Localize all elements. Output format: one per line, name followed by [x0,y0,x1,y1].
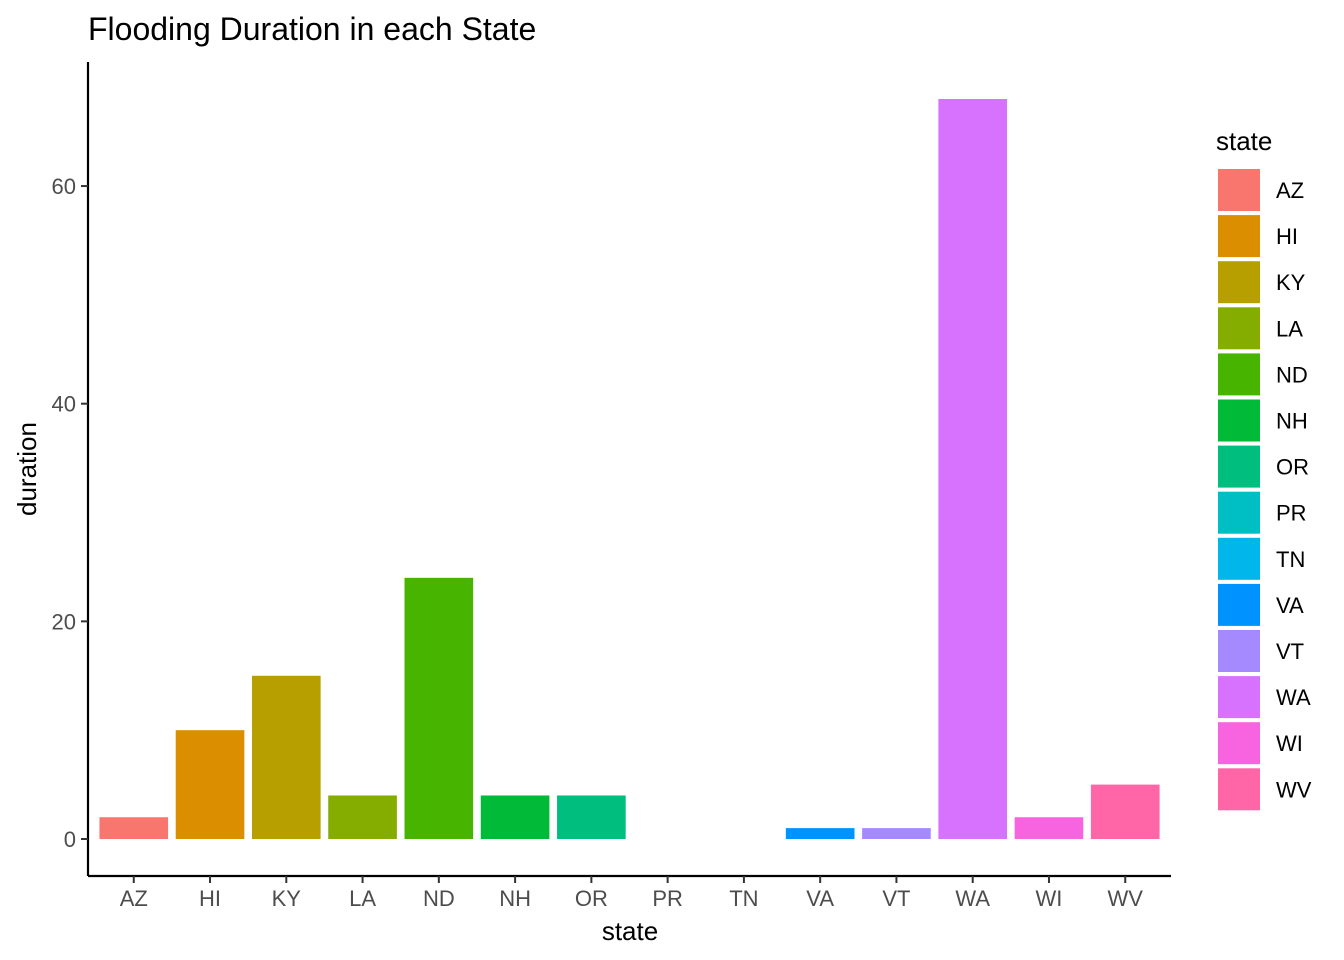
legend-key-vt [1218,630,1260,672]
legend-label: LA [1276,316,1303,341]
legend-label: PR [1276,501,1307,526]
legend-key-or [1218,445,1260,488]
legend-key-az [1218,169,1260,211]
y-tick-label: 0 [64,827,76,852]
legend-key-hi [1218,215,1260,258]
x-tick-label: VT [882,886,910,911]
x-tick-label: NH [499,886,531,911]
bar-hi [175,730,245,839]
legend-label: NH [1276,409,1308,434]
legend-key-pr [1218,491,1260,534]
legend-key-ky [1218,261,1260,304]
bar-la [328,795,397,839]
legend-label: TN [1276,547,1305,572]
legend-key-wv [1218,768,1260,811]
y-axis-label: duration [12,422,42,516]
legend-key-nh [1218,399,1260,442]
x-tick-label: WV [1108,886,1144,911]
legend-label: VA [1276,593,1304,618]
x-tick-label: PR [652,886,683,911]
legend-title: state [1216,126,1272,156]
legend-label: HI [1276,224,1298,249]
x-tick-label: WI [1036,886,1063,911]
x-tick-label: VA [806,886,834,911]
legend-key-la [1218,307,1260,350]
legend-label: ND [1276,362,1308,387]
y-tick-label: 40 [52,392,76,417]
x-axis-label: state [602,916,658,946]
bar-az [99,817,169,839]
x-tick-label: LA [349,886,376,911]
chart-title: Flooding Duration in each State [88,11,536,47]
legend-label: AZ [1276,178,1304,203]
bar-or [557,795,626,839]
bar-ky [251,675,321,839]
legend-key-tn [1218,537,1260,580]
legend-label: WV [1276,777,1312,802]
x-tick-label: WA [955,886,990,911]
bar-wv [1090,784,1160,839]
x-tick-label: ND [423,886,455,911]
legend-label: OR [1276,455,1309,480]
y-axis: 0 20 40 60 [52,174,88,852]
bar-nh [480,795,550,839]
legend-key-va [1218,583,1260,626]
bar-wi [1014,817,1084,839]
legend-label: WI [1276,731,1303,756]
legend-label: KY [1276,270,1306,295]
legend-label: WA [1276,685,1311,710]
x-tick-label: TN [729,886,758,911]
y-tick-label: 20 [52,609,76,634]
legend: state AZ HI KY LA ND NH OR PR TN VA VT WA WI WV [1216,126,1312,811]
bar-wa [938,99,1008,839]
x-tick-label: KY [272,886,302,911]
bar-va [785,828,855,839]
y-tick-label: 60 [52,174,76,199]
bar-nd [404,577,474,839]
legend-key-wi [1218,722,1260,765]
x-tick-label: OR [575,886,608,911]
x-tick-label: HI [199,886,221,911]
x-tick-label: AZ [120,886,148,911]
bar-vt [862,828,931,839]
legend-key-nd [1218,353,1260,396]
bars-group [99,99,1160,839]
legend-key-wa [1218,676,1260,719]
x-axis: AZ HI KY LA ND NH OR PR TN VA VT WA WI WV [120,876,1144,911]
legend-label: VT [1276,639,1304,664]
